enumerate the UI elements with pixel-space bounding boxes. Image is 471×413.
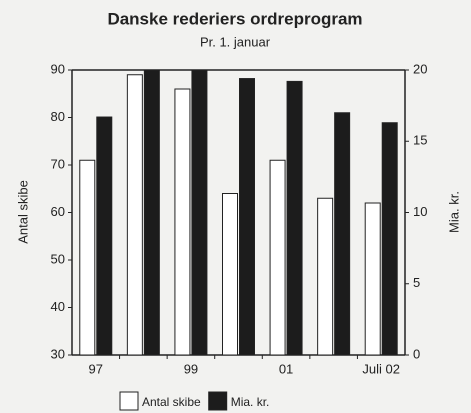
y-tick-label: 60	[51, 204, 65, 219]
y2-tick-label: 5	[413, 275, 420, 290]
bar	[96, 116, 113, 356]
bar	[286, 80, 303, 356]
y-tick-label: 50	[51, 251, 65, 266]
y-axis-label: Antal skibe	[15, 180, 30, 244]
y-tick-label: 40	[51, 299, 65, 314]
bar	[239, 78, 255, 356]
bar	[191, 69, 208, 356]
bar	[269, 159, 286, 356]
bar	[364, 202, 381, 356]
bar	[143, 69, 160, 356]
bar	[381, 122, 398, 356]
bar	[79, 159, 96, 356]
bar	[126, 74, 143, 356]
y2-axis-label: Mia. kr.	[446, 191, 461, 233]
bar	[334, 112, 351, 356]
bar	[317, 197, 334, 356]
y-tick-label: 90	[51, 61, 65, 76]
y2-tick-label: 10	[413, 204, 427, 219]
y-tick-label: 30	[51, 346, 65, 361]
bar	[174, 88, 191, 356]
legend-label: Antal skibe	[142, 395, 201, 409]
y2-tick-label: 0	[413, 346, 420, 361]
y2-tick-label: 15	[413, 133, 427, 148]
bar	[222, 193, 238, 356]
legend-swatch	[208, 391, 228, 411]
legend-swatch	[119, 391, 139, 411]
x-tick-label: Juli 02	[362, 361, 400, 376]
y-tick-label: 70	[51, 156, 65, 171]
chart-title: Danske rederiers ordreprogram	[107, 9, 362, 28]
x-tick-label: 01	[279, 361, 293, 376]
chart-subtitle: Pr. 1. januar	[200, 34, 271, 49]
y2-tick-label: 20	[413, 61, 427, 76]
x-tick-label: 99	[184, 361, 198, 376]
y-tick-label: 80	[51, 109, 65, 124]
legend-label: Mia. kr.	[231, 395, 270, 409]
x-tick-label: 97	[89, 361, 103, 376]
